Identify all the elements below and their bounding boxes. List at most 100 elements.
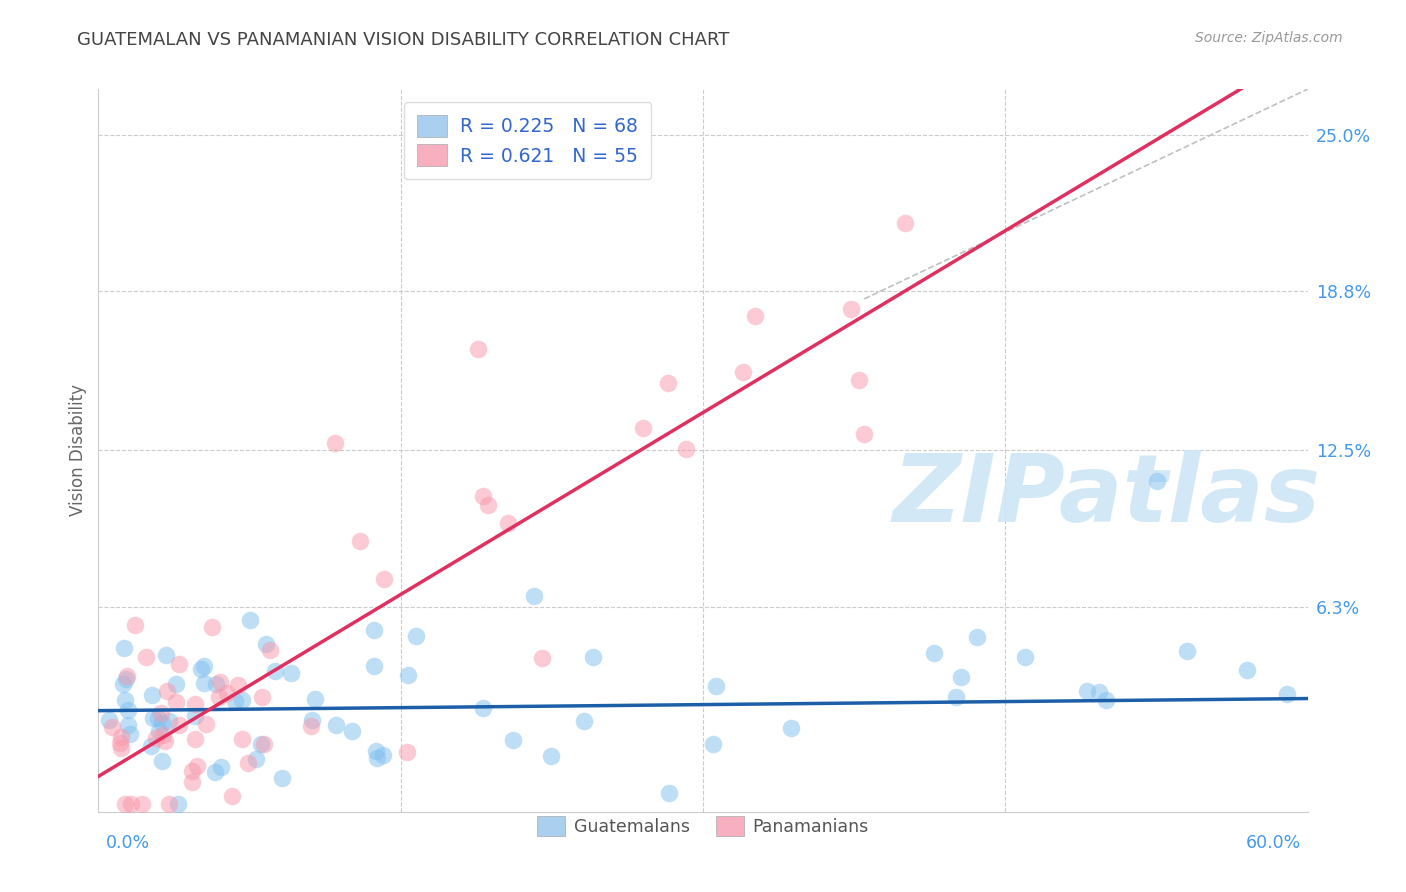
Point xyxy=(157,797,180,812)
Point xyxy=(280,666,302,681)
Point xyxy=(135,649,157,664)
Point xyxy=(208,675,231,690)
Point xyxy=(167,657,190,671)
Point xyxy=(226,678,249,692)
Point xyxy=(574,714,596,728)
Point xyxy=(1095,693,1118,707)
Point xyxy=(114,693,136,707)
Point xyxy=(371,747,394,762)
Point xyxy=(848,373,870,387)
Point xyxy=(249,737,271,751)
Point xyxy=(217,686,239,700)
Point xyxy=(112,640,135,655)
Point xyxy=(145,731,167,745)
Point xyxy=(150,754,173,768)
Point xyxy=(150,716,173,731)
Point xyxy=(366,750,388,764)
Point xyxy=(124,618,146,632)
Point xyxy=(1277,687,1299,701)
Point xyxy=(731,366,754,380)
Point xyxy=(181,774,204,789)
Text: ZIPatlas: ZIPatlas xyxy=(891,450,1320,542)
Point xyxy=(1014,649,1036,664)
Text: GUATEMALAN VS PANAMANIAN VISION DISABILITY CORRELATION CHART: GUATEMALAN VS PANAMANIAN VISION DISABILI… xyxy=(77,31,730,49)
Point xyxy=(631,421,654,435)
Point xyxy=(166,797,188,812)
Point xyxy=(108,736,131,750)
Point xyxy=(853,426,876,441)
Point xyxy=(184,731,207,746)
Point xyxy=(100,720,122,734)
Point xyxy=(115,669,138,683)
Point xyxy=(169,718,191,732)
Point xyxy=(373,572,395,586)
Point xyxy=(496,516,519,530)
Point xyxy=(184,697,207,711)
Point xyxy=(110,740,132,755)
Point xyxy=(675,442,697,457)
Point xyxy=(204,765,226,780)
Point xyxy=(131,797,153,812)
Point xyxy=(395,745,418,759)
Point xyxy=(157,714,180,729)
Point xyxy=(839,302,862,317)
Point xyxy=(224,694,246,708)
Point xyxy=(363,623,385,637)
Point xyxy=(922,646,945,660)
Point xyxy=(142,711,165,725)
Point xyxy=(201,620,224,634)
Point xyxy=(98,713,121,727)
Point xyxy=(155,648,177,663)
Point xyxy=(540,748,562,763)
Point xyxy=(259,642,281,657)
Point xyxy=(704,679,727,693)
Point xyxy=(340,723,363,738)
Point xyxy=(1236,663,1258,677)
Point xyxy=(477,498,499,512)
Point xyxy=(657,376,679,390)
Point xyxy=(254,637,277,651)
Point xyxy=(117,718,139,732)
Y-axis label: Vision Disability: Vision Disability xyxy=(69,384,87,516)
Point xyxy=(945,690,967,704)
Point xyxy=(139,739,162,754)
Point xyxy=(1076,684,1098,698)
Point xyxy=(780,721,803,735)
Point xyxy=(966,630,988,644)
Point xyxy=(118,726,141,740)
Point xyxy=(349,534,371,549)
Point xyxy=(264,664,287,678)
Point xyxy=(396,668,419,682)
Text: Source: ZipAtlas.com: Source: ZipAtlas.com xyxy=(1195,31,1343,45)
Point xyxy=(472,490,495,504)
Text: 0.0%: 0.0% xyxy=(105,834,149,852)
Point xyxy=(893,216,915,230)
Point xyxy=(114,797,136,812)
Point xyxy=(231,692,253,706)
Point xyxy=(165,695,187,709)
Point xyxy=(156,683,179,698)
Point xyxy=(325,718,347,732)
Point xyxy=(1146,474,1168,488)
Point xyxy=(205,677,228,691)
Point xyxy=(323,436,346,450)
Point xyxy=(146,711,169,725)
Point xyxy=(193,676,215,690)
Point xyxy=(117,703,139,717)
Point xyxy=(152,728,174,742)
Point xyxy=(1088,685,1111,699)
Point xyxy=(467,343,489,357)
Point xyxy=(236,756,259,770)
Point xyxy=(1175,643,1198,657)
Point xyxy=(471,701,494,715)
Point xyxy=(148,723,170,738)
Point xyxy=(366,743,388,757)
Point xyxy=(193,658,215,673)
Point xyxy=(165,676,187,690)
Point xyxy=(110,730,132,744)
Point xyxy=(270,771,292,785)
Point xyxy=(231,731,253,746)
Point xyxy=(150,706,173,720)
Point xyxy=(405,629,427,643)
Point xyxy=(195,716,218,731)
